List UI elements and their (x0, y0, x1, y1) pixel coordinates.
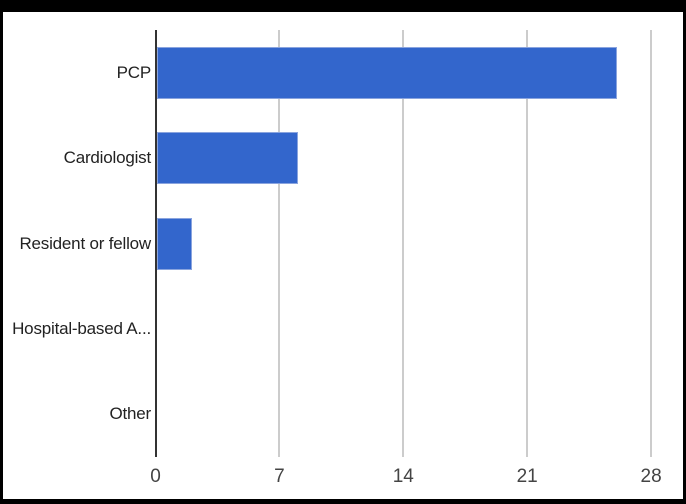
category-label: Cardiologist (63, 148, 152, 168)
category-label: PCP (116, 62, 152, 82)
gridline-x-7 (278, 30, 281, 457)
bar-pcp[interactable] (156, 46, 617, 99)
bar-chart: 0 7 14 21 28 PCP Cardiologist Resident or fello… (3, 12, 683, 499)
gridline-x-28 (650, 30, 653, 457)
x-axis-baseline (154, 30, 157, 457)
bar-cardiologist[interactable] (156, 132, 299, 185)
x-tick-label: 0 (150, 466, 161, 487)
x-tick-label: 7 (274, 466, 285, 487)
category-label: Other (109, 404, 151, 424)
x-tick-label: 21 (516, 466, 538, 487)
x-tick-label: 28 (640, 466, 662, 487)
gridline-x-21 (526, 30, 529, 457)
gridline-x-14 (402, 30, 405, 457)
x-tick-label: 14 (392, 466, 414, 487)
bar-resident-or-fellow[interactable] (156, 217, 192, 270)
category-label: Hospital-based A... (12, 318, 151, 338)
category-label: Resident or fellow (19, 233, 151, 253)
